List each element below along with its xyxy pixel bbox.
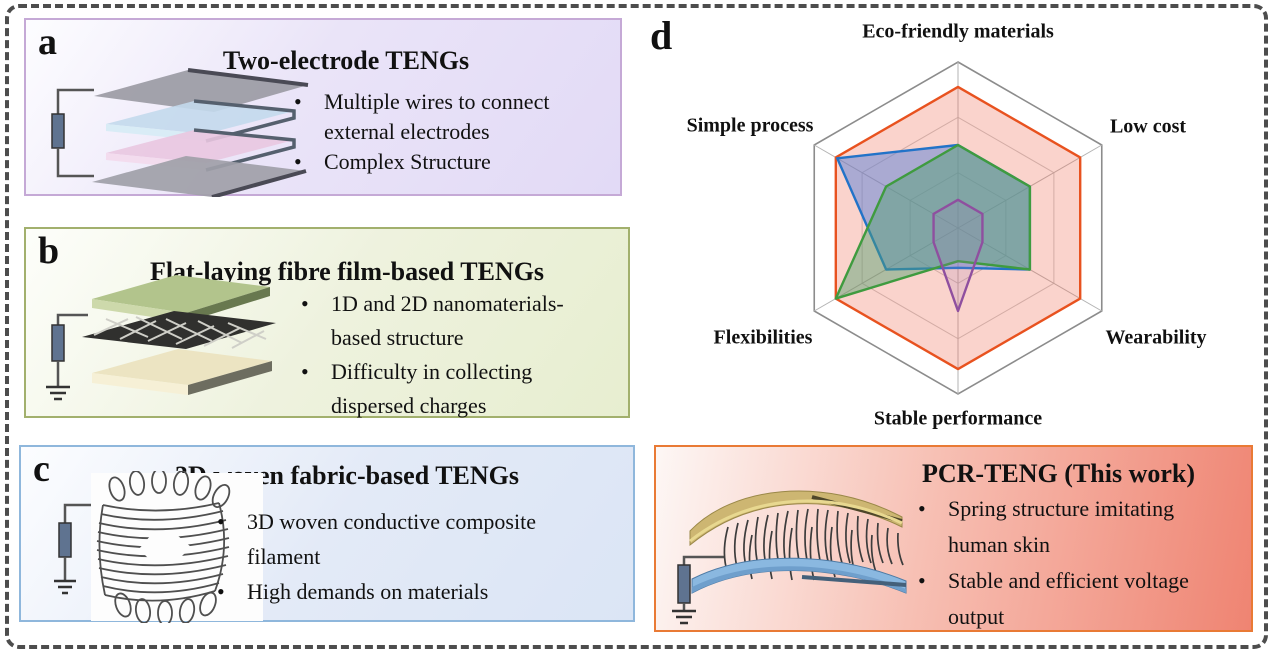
radar-axis-label-flexibilities: Flexibilities — [713, 326, 813, 349]
radar-axis-label-low-cost: Low cost — [1109, 115, 1187, 138]
list-item: Difficulty in collecting dispersed charg… — [291, 355, 591, 423]
resistor-ground-icon — [54, 503, 99, 595]
panel-a-letter: a — [38, 21, 57, 63]
list-item: 1D and 2D nanomaterials-based structure — [291, 287, 591, 355]
spring-skin-teng-icon — [662, 465, 917, 635]
layer-stack — [92, 68, 309, 199]
radar-axis-label-eco-friendly: Eco-friendly materials — [862, 20, 1054, 43]
panel-a-two-electrode-tengs: a Two-electrode TENGs — [24, 18, 622, 199]
panel-b-letter: b — [38, 230, 60, 272]
panel-b-bullet-list: 1D and 2D nanomaterials-based structure … — [291, 287, 591, 423]
panel-c-letter: c — [33, 448, 50, 490]
list-item: 3D woven conductive composite filament — [207, 504, 587, 574]
radar-axis-label-stable-performance: Stable performance — [873, 407, 1043, 430]
panel-pcr-title: PCR-TENG (This work) — [921, 459, 1195, 488]
radar-axis-label-simple-process: Simple process — [686, 114, 814, 137]
woven-film-layer — [82, 311, 276, 349]
barrel-hole — [139, 535, 191, 561]
panel-b-flat-laying-fibre-tengs: b Flat-laying fibre film-based TENGs — [24, 227, 630, 418]
panel-d-letter: d — [650, 13, 673, 58]
radar-chart — [813, 61, 1103, 395]
resistor-ground-icon — [672, 555, 724, 625]
radar-axis-label-wearability: Wearability — [1105, 326, 1207, 349]
panel-a-bullet-list: Multiple wires to connect external elect… — [284, 87, 614, 177]
radar-series-purple — [932, 198, 984, 313]
bottom-electrode-sheet — [691, 557, 907, 594]
top-skin-sheet — [689, 490, 903, 547]
list-item: Spring structure imitating human skin — [908, 491, 1238, 563]
list-item: Multiple wires to connect external elect… — [284, 87, 614, 147]
list-item: High demands on materials — [207, 574, 587, 609]
panel-c-3d-woven-tengs: c 3D woven fabric-based TENGs — [19, 445, 635, 626]
list-item: Stable and efficient voltage output — [908, 563, 1238, 635]
stacked-electrode-layers-icon — [36, 62, 326, 202]
list-item: Complex Structure — [284, 147, 614, 177]
panel-c-bullet-list: 3D woven conductive composite filament H… — [207, 504, 587, 609]
fibre-film-stack-icon — [36, 267, 286, 422]
panel-a-title: Two-electrode TENGs — [222, 46, 470, 75]
panel-pcr-bullet-list: Spring structure imitating human skin St… — [908, 491, 1238, 635]
resistor-ground-icon — [46, 313, 88, 401]
cream-slab — [92, 349, 272, 395]
panel-pcr-teng-this-work: PCR-TENG (This work) — [654, 445, 1253, 632]
resistor-icon — [51, 88, 94, 178]
